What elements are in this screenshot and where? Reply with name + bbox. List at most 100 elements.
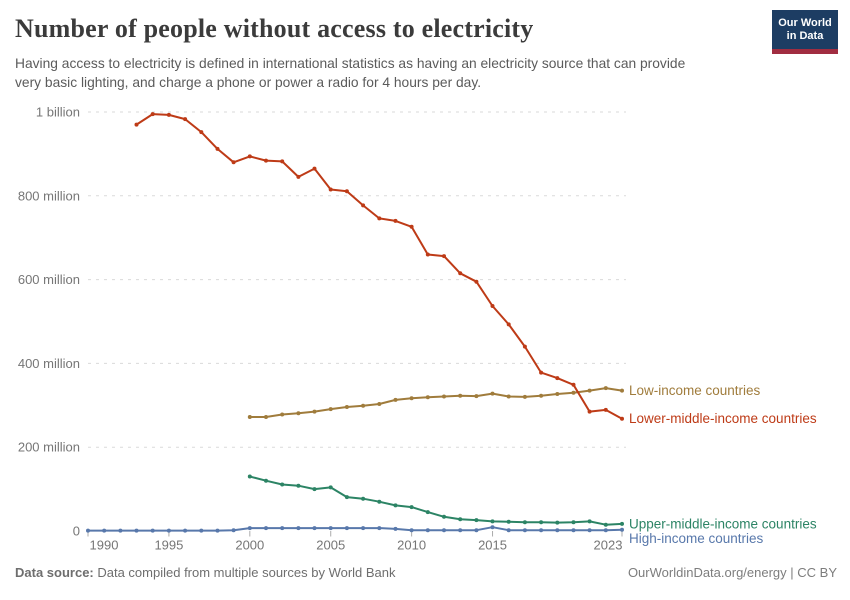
data-point-lower-middle-income-countries	[539, 370, 544, 375]
data-point-upper-middle-income-countries	[264, 478, 268, 483]
data-point-low-income-countries	[280, 412, 285, 417]
data-point-low-income-countries	[620, 388, 624, 393]
data-point-upper-middle-income-countries	[506, 519, 511, 524]
x-axis-label: 2010	[397, 538, 426, 553]
series-line-high-income-countries[interactable]	[87, 526, 623, 532]
data-point-upper-middle-income-countries	[522, 520, 527, 525]
chart-subtitle-line2: very basic lighting, and charge a phone …	[15, 75, 482, 90]
data-point-low-income-countries	[328, 407, 333, 412]
data-point-high-income-countries	[150, 528, 155, 533]
series-line-low-income-countries[interactable]	[248, 387, 623, 418]
data-point-high-income-countries	[118, 528, 123, 533]
data-point-lower-middle-income-countries	[506, 322, 511, 327]
chart-subtitle: Having access to electricity is defined …	[15, 54, 685, 92]
data-point-high-income-countries	[361, 526, 366, 531]
data-point-upper-middle-income-countries	[620, 521, 624, 526]
data-point-lower-middle-income-countries	[215, 146, 220, 151]
data-point-lower-middle-income-countries	[312, 166, 317, 171]
x-axis-label: 1995	[154, 538, 183, 553]
data-point-low-income-countries	[474, 394, 479, 399]
data-point-high-income-countries	[264, 526, 268, 531]
data-point-lower-middle-income-countries	[458, 271, 463, 276]
data-point-high-income-countries	[134, 528, 139, 533]
data-point-upper-middle-income-countries	[490, 519, 495, 524]
y-axis-label: 400 million	[18, 356, 80, 371]
legend-label-high-income-countries[interactable]: High-income countries	[629, 531, 764, 546]
data-point-high-income-countries	[166, 528, 171, 533]
y-axis-label: 200 million	[18, 440, 80, 455]
data-point-high-income-countries	[328, 526, 333, 531]
owid-logo-stripe	[772, 49, 838, 54]
data-point-lower-middle-income-countries	[183, 117, 188, 122]
data-point-upper-middle-income-countries	[296, 483, 301, 488]
series-line-upper-middle-income-countries[interactable]	[248, 475, 623, 526]
data-point-lower-middle-income-countries	[522, 344, 527, 349]
x-axis-label: 1990	[90, 538, 119, 553]
data-point-upper-middle-income-countries	[377, 499, 382, 504]
data-point-upper-middle-income-countries	[539, 520, 544, 525]
data-point-low-income-countries	[587, 388, 592, 393]
data-point-high-income-countries	[555, 528, 560, 533]
data-point-upper-middle-income-countries	[328, 485, 333, 490]
data-point-low-income-countries	[603, 386, 608, 391]
owid-logo[interactable]: Our World in Data	[772, 10, 838, 54]
data-point-lower-middle-income-countries	[150, 112, 155, 117]
data-point-lower-middle-income-countries	[393, 218, 398, 223]
data-point-high-income-countries	[344, 526, 349, 531]
y-axis-label: 0	[73, 524, 80, 539]
data-point-lower-middle-income-countries	[231, 160, 236, 165]
footer-link[interactable]: OurWorldinData.org/energy | CC BY	[627, 565, 837, 580]
data-point-high-income-countries	[490, 525, 495, 530]
data-point-high-income-countries	[571, 528, 576, 533]
x-axis-label: 2023	[594, 538, 623, 553]
data-point-upper-middle-income-countries	[587, 519, 592, 524]
data-point-high-income-countries	[620, 527, 624, 532]
data-point-upper-middle-income-countries	[312, 487, 317, 492]
data-point-high-income-countries	[280, 526, 285, 531]
data-point-high-income-countries	[474, 528, 479, 533]
data-point-high-income-countries	[425, 528, 430, 533]
chart-footer: Data source: Data compiled from multiple…	[15, 565, 837, 580]
data-point-high-income-countries	[393, 526, 398, 531]
data-point-upper-middle-income-countries	[425, 510, 430, 515]
data-point-low-income-countries	[571, 390, 576, 395]
data-point-lower-middle-income-countries	[442, 254, 446, 259]
data-point-low-income-countries	[522, 394, 527, 399]
data-point-high-income-countries	[506, 528, 511, 533]
data-point-upper-middle-income-countries	[603, 522, 608, 527]
data-point-upper-middle-income-countries	[474, 518, 479, 523]
legend-label-low-income-countries[interactable]: Low-income countries	[629, 383, 761, 398]
data-point-high-income-countries	[522, 528, 527, 533]
legend-label-upper-middle-income-countries[interactable]: Upper-middle-income countries	[629, 516, 817, 531]
data-point-lower-middle-income-countries	[409, 224, 414, 229]
data-point-lower-middle-income-countries	[620, 416, 624, 421]
data-point-low-income-countries	[247, 415, 252, 419]
data-point-lower-middle-income-countries	[490, 304, 495, 308]
x-axis-label: 2015	[478, 538, 507, 553]
x-axis-label: 2005	[316, 538, 345, 553]
data-point-upper-middle-income-countries	[247, 474, 252, 479]
legend-label-lower-middle-income-countries[interactable]: Lower-middle-income countries	[629, 411, 817, 426]
data-point-low-income-countries	[555, 392, 560, 396]
owid-logo-line1: Our World	[778, 17, 832, 29]
data-point-high-income-countries	[312, 526, 317, 531]
data-point-low-income-countries	[393, 397, 398, 402]
data-point-upper-middle-income-countries	[393, 503, 398, 508]
data-source: Data source: Data compiled from multiple…	[15, 565, 396, 580]
data-point-low-income-countries	[442, 394, 446, 399]
data-point-low-income-countries	[539, 393, 544, 398]
y-axis-label: 1 billion	[36, 105, 80, 120]
data-point-low-income-countries	[425, 395, 430, 400]
series-line-lower-middle-income-countries[interactable]	[135, 113, 623, 420]
data-source-text: Data compiled from multiple sources by W…	[93, 565, 396, 580]
data-point-high-income-countries	[458, 528, 463, 533]
chart-title: Number of people without access to elect…	[15, 14, 534, 43]
data-point-high-income-countries	[296, 526, 301, 531]
data-point-lower-middle-income-countries	[555, 376, 560, 381]
data-point-upper-middle-income-countries	[571, 520, 576, 525]
x-axis-label: 2000	[235, 538, 264, 553]
data-point-high-income-countries	[231, 528, 236, 533]
data-point-high-income-countries	[442, 528, 446, 533]
data-point-lower-middle-income-countries	[344, 189, 349, 194]
data-point-high-income-countries	[199, 528, 204, 533]
